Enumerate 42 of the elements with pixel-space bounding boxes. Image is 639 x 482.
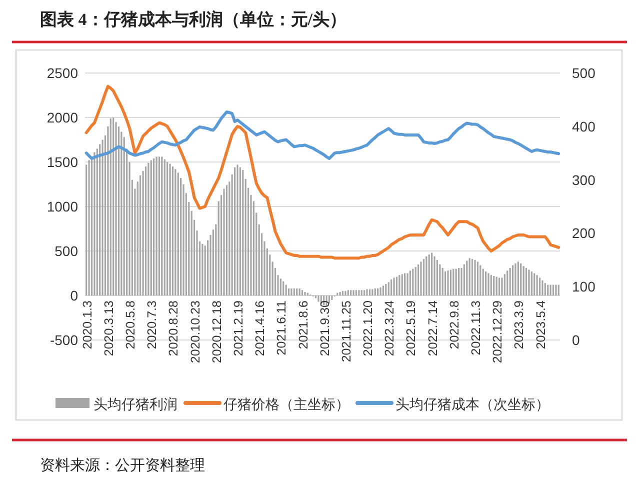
x-tick-label: 2021.11.25 bbox=[339, 300, 354, 362]
y2-tick-label: 400 bbox=[572, 118, 596, 134]
y2-tick-label: 300 bbox=[572, 172, 596, 188]
legend-label: 头均仔猪成本（次坐标） bbox=[396, 397, 550, 413]
y-tick-label: 0 bbox=[70, 288, 78, 304]
y-tick-label: -500 bbox=[50, 332, 78, 348]
x-tick-label: 2021.8.6 bbox=[296, 300, 310, 350]
line-series bbox=[84, 84, 560, 260]
x-tick-label: 2020.8.28 bbox=[166, 300, 181, 356]
x-tick-label: 2022.9.8 bbox=[447, 300, 462, 350]
legend-label: 头均仔猪利润 bbox=[94, 397, 178, 413]
y-tick-label: 2000 bbox=[46, 110, 78, 126]
y-tick-label: 1500 bbox=[46, 154, 78, 170]
x-tick-label: 2022.12.29 bbox=[490, 300, 505, 364]
y2-tick-label: 0 bbox=[572, 332, 580, 348]
y-tick-label: 2500 bbox=[46, 65, 78, 81]
x-tick-label: 2020.3.13 bbox=[102, 300, 116, 356]
x-tick-label: 2021.6.11 bbox=[274, 300, 289, 356]
x-tick-label: 2022.1.20 bbox=[361, 300, 376, 356]
chart-title: 图表 4：仔猪成本与利润（单位：元/头） bbox=[40, 10, 346, 29]
x-tick-label: 2021.2.19 bbox=[231, 300, 246, 356]
x-tick-label: 2020.10.23 bbox=[188, 300, 202, 364]
y2-tick-label: 200 bbox=[572, 225, 596, 242]
x-tick-label: 2022.11.3 bbox=[468, 300, 483, 356]
x-tick-label: 2023.5.4 bbox=[534, 300, 548, 350]
y-tick-label: 500 bbox=[54, 243, 78, 259]
x-tick-label: 2022.3.24 bbox=[382, 300, 397, 356]
line-series bbox=[84, 110, 560, 160]
text: 资料来源：公开资料整理 bbox=[40, 457, 205, 474]
y2-tick-label: 500 bbox=[572, 65, 596, 81]
y-tick-label: 1000 bbox=[46, 198, 78, 214]
y2-tick-label: 100 bbox=[572, 278, 596, 295]
x-tick-label: 2023.3.9 bbox=[512, 300, 526, 350]
x-tick-label: 2022.7.14 bbox=[426, 300, 440, 356]
x-tick-label: 2022.5.19 bbox=[404, 300, 418, 356]
x-tick-label: 2020.5.8 bbox=[124, 300, 138, 350]
x-tick-label: 2020.12.18 bbox=[210, 300, 224, 364]
x-tick-label: 2020.1.3 bbox=[80, 300, 94, 350]
x-tick-label: 2021.4.16 bbox=[253, 300, 268, 356]
legend-label: 仔猪价格（主坐标） bbox=[224, 397, 350, 413]
x-tick-label: 2020.7.3 bbox=[145, 300, 160, 350]
x-tick-label: 2021.9.30 bbox=[318, 300, 332, 356]
